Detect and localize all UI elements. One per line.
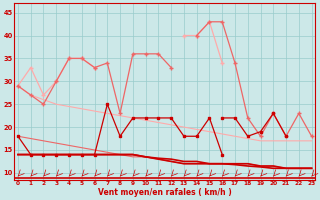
X-axis label: Vent moyen/en rafales ( km/h ): Vent moyen/en rafales ( km/h ) bbox=[98, 188, 232, 197]
